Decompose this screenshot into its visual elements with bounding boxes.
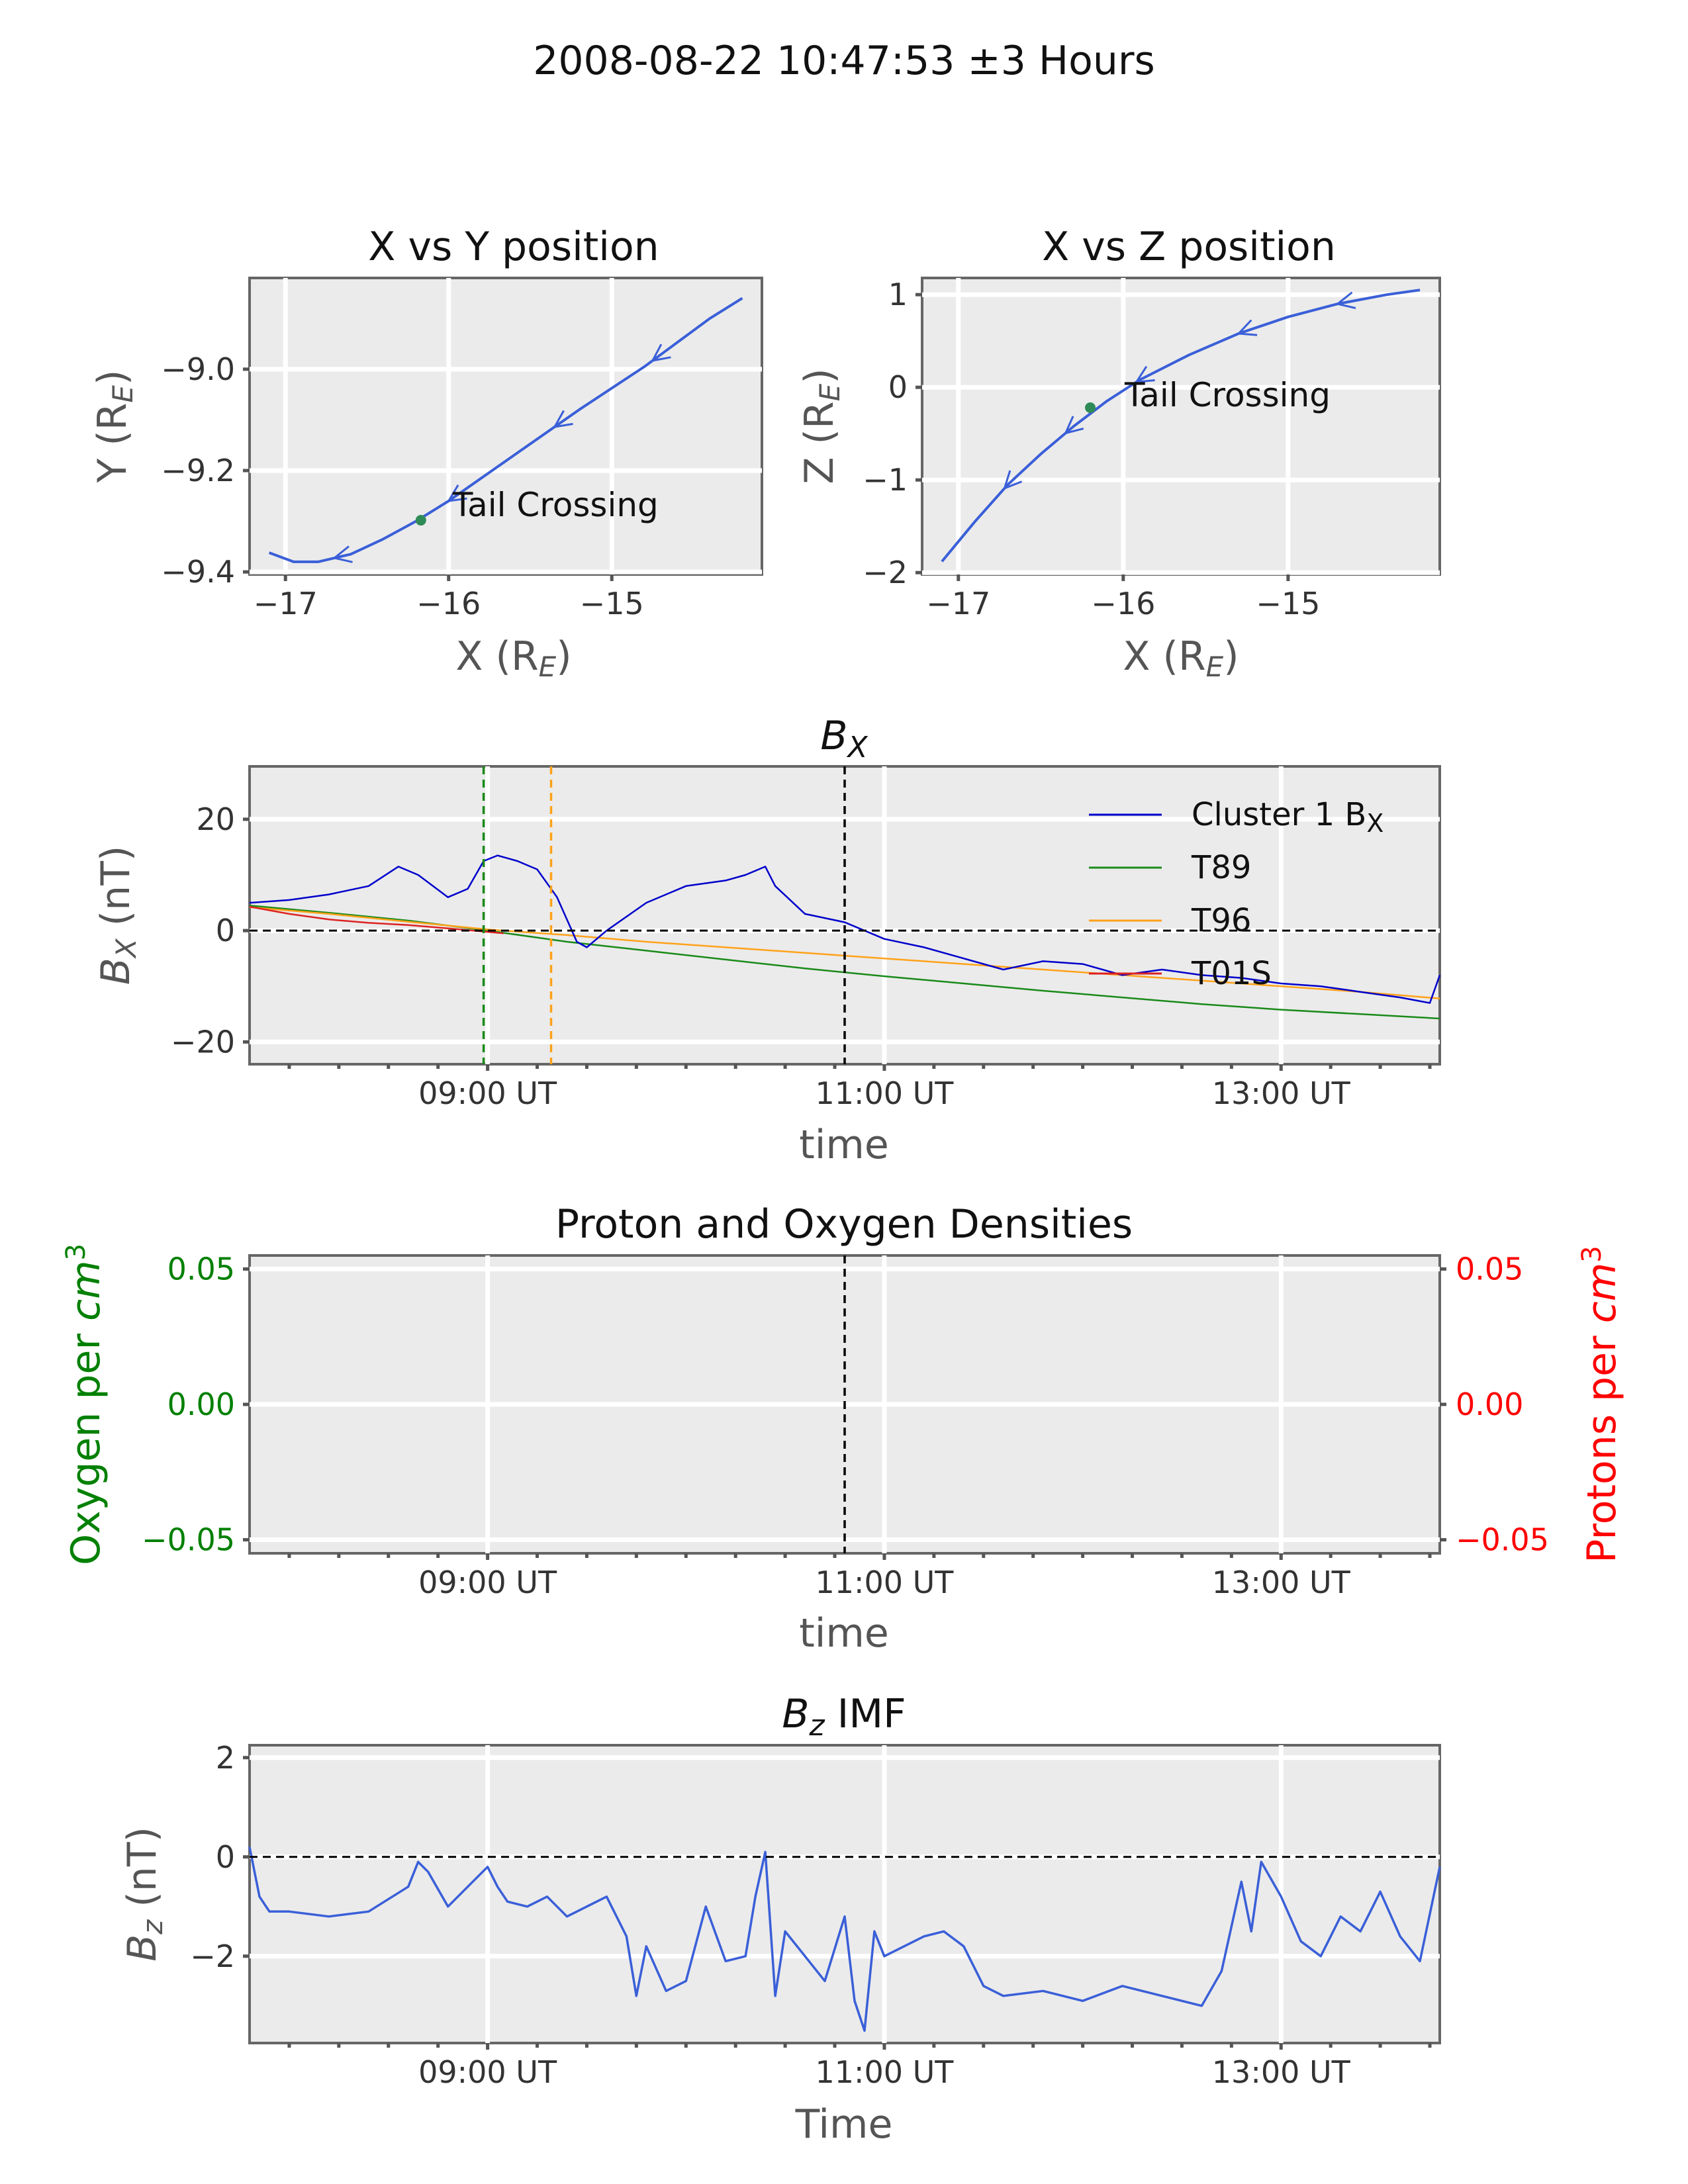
- x-tick-label: 13:00 UT: [1212, 2054, 1351, 2090]
- xy-gridlines: [250, 278, 762, 574]
- xy-position-panel: X vs Y position −17 −16 −15 −9.0 −9.2 −9.4 Ta…: [89, 224, 763, 683]
- legend-label-t96: T96: [1191, 902, 1251, 939]
- xz-data: Tail Crossing: [941, 289, 1421, 563]
- xy-plot-area: [248, 277, 763, 576]
- y-tick-label: 0: [216, 1839, 235, 1875]
- bz-gridlines: [250, 1745, 1440, 2043]
- bx-cluster-1-line: [249, 854, 1441, 1004]
- xy-y-axis-label: Y (RE): [89, 370, 139, 484]
- legend-label-t01s: T01S: [1191, 955, 1272, 992]
- xy-direction-arrow: [446, 484, 467, 502]
- xz-position-panel: X vs Z position −17 −16 −15 1 0 −1 −2 Tail Cro…: [796, 224, 1441, 683]
- y-tick-label: −2: [190, 1938, 235, 1974]
- bx-x-axis-label: time: [799, 1122, 889, 1168]
- bx-ticks: 09:00 UT 11:00 UT 13:00 UT 20 0 −20: [171, 801, 1432, 1111]
- y-tick-label: 2: [216, 1740, 235, 1776]
- bz-panel: Bz IMF 09:00 UT 11:00 UT 13:00 UT 2 0 −2 Time…: [119, 1691, 1441, 2148]
- bz-ticks: 09:00 UT 11:00 UT 13:00 UT 2 0 −2: [190, 1740, 1432, 2090]
- xy-trajectory-line: [268, 296, 743, 563]
- bz-plot-area: [248, 1744, 1441, 2044]
- xz-y-axis-label: Z (RE): [796, 368, 846, 484]
- xz-plot-area: [921, 277, 1441, 576]
- figure-title: 2008-08-22 10:47:53 ±3 Hours: [533, 38, 1155, 84]
- x-tick-label: −16: [1091, 586, 1155, 621]
- x-tick-label: −17: [926, 586, 990, 621]
- density-panel: Proton and Oxygen Densities 09:00 UT 11:0…: [61, 1201, 1625, 1657]
- x-tick-label: −15: [580, 586, 644, 621]
- bz-data: [248, 1846, 1441, 2032]
- xz-tail-crossing-label: Tail Crossing: [1124, 376, 1331, 414]
- x-tick-label: 13:00 UT: [1212, 1565, 1351, 1600]
- x-tick-label: 09:00 UT: [418, 1075, 557, 1111]
- legend-label-cluster-1: Cluster 1 BX: [1192, 796, 1383, 838]
- y-tick-label: −2: [863, 555, 908, 590]
- xz-direction-arrow: [1064, 416, 1084, 435]
- y-tick-label: −20: [171, 1024, 235, 1060]
- bx-panel: BX 09:00 UT 11:00 UT 13:00 UT 20 0 −20 Cluste…: [93, 713, 1441, 1168]
- bx-legend: Cluster 1 BX T89 T96 T01S: [1089, 796, 1383, 992]
- y-tick-label: −9.0: [161, 351, 235, 387]
- x-tick-label: 09:00 UT: [418, 1565, 557, 1600]
- y-tick-label: 0: [888, 369, 908, 405]
- xz-direction-arrow: [1134, 365, 1155, 383]
- proton-axis-label: Protons per cm3: [1577, 1246, 1625, 1563]
- bx-panel-title: BX: [820, 713, 868, 764]
- oxygen-axis-label: Oxygen per cm3: [61, 1244, 109, 1565]
- xz-x-axis-label: X (RE): [1123, 633, 1239, 683]
- xz-panel-title: X vs Z position: [1042, 224, 1336, 270]
- bz-imf-line: [248, 1846, 1441, 2032]
- bx-y-axis-label: BX (nT): [93, 846, 142, 985]
- xy-x-axis-label: X (RE): [455, 633, 571, 683]
- xz-direction-arrow: [1003, 470, 1023, 490]
- y-tick-label: 0.05: [167, 1251, 235, 1287]
- xz-direction-arrow: [1335, 291, 1356, 310]
- xy-tail-crossing-marker: [415, 515, 426, 526]
- y-tick-label: 20: [196, 801, 235, 837]
- y-tick-label: 0.00: [167, 1387, 235, 1422]
- density-x-axis-label: time: [799, 1610, 889, 1657]
- x-tick-label: 09:00 UT: [418, 2054, 557, 2090]
- xy-data: Tail Crossing: [268, 296, 743, 563]
- bz-x-axis-label: Time: [795, 2101, 893, 2148]
- x-tick-label: 11:00 UT: [815, 1565, 954, 1600]
- xz-ticks: −17 −16 −15 1 0 −1 −2: [863, 277, 1320, 621]
- x-tick-label: 11:00 UT: [815, 1075, 954, 1111]
- x-tick-label: −15: [1256, 586, 1320, 621]
- right-y-tick-label: 0.05: [1456, 1251, 1523, 1287]
- x-tick-label: −17: [254, 586, 318, 621]
- y-tick-label: −0.05: [142, 1522, 235, 1558]
- xy-tail-crossing-label: Tail Crossing: [452, 486, 659, 524]
- xy-ticks: −17 −16 −15 −9.0 −9.2 −9.4: [161, 351, 643, 621]
- xy-direction-arrow: [553, 410, 573, 428]
- x-tick-label: 13:00 UT: [1212, 1075, 1351, 1111]
- xy-panel-title: X vs Y position: [368, 224, 659, 270]
- y-tick-label: 0: [216, 913, 235, 948]
- xz-direction-arrow: [1236, 319, 1258, 336]
- legend-label-t89: T89: [1191, 849, 1251, 886]
- xz-tail-crossing-marker: [1085, 402, 1096, 413]
- right-y-tick-label: 0.00: [1456, 1387, 1523, 1422]
- bx-t01s-line: [249, 905, 504, 934]
- y-tick-label: −9.4: [161, 554, 235, 590]
- y-tick-label: −1: [863, 462, 908, 498]
- y-tick-label: −9.2: [161, 453, 235, 488]
- bz-panel-title: Bz IMF: [782, 1691, 906, 1743]
- bx-gridlines: [250, 766, 1440, 1064]
- bz-y-axis-label: Bz (nT): [119, 1827, 169, 1962]
- xy-direction-arrow: [651, 343, 671, 362]
- y-tick-label: 1: [888, 277, 908, 312]
- density-ticks: 09:00 UT 11:00 UT 13:00 UT 0.05 0.05 0.00 0.00…: [142, 1251, 1549, 1600]
- xz-gridlines: [922, 278, 1440, 575]
- x-tick-label: −16: [416, 586, 481, 621]
- x-tick-label: 11:00 UT: [815, 2054, 954, 2090]
- xy-direction-arrow: [332, 545, 353, 563]
- right-y-tick-label: −0.05: [1456, 1522, 1549, 1558]
- bx-data: [249, 766, 1441, 1064]
- density-panel-title: Proton and Oxygen Densities: [555, 1201, 1133, 1248]
